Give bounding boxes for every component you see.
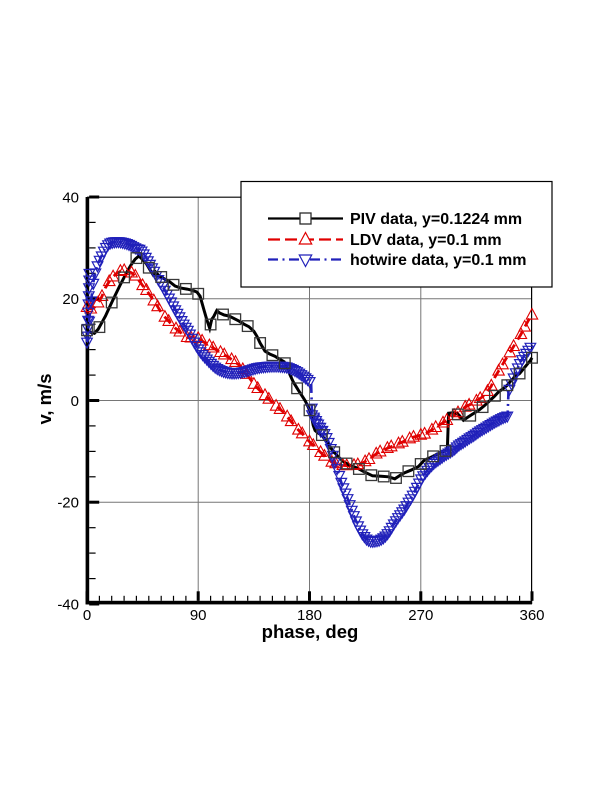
svg-text:v, m/s: v, m/s	[34, 373, 55, 424]
svg-text:40: 40	[62, 189, 79, 206]
svg-text:hotwire data, y=0.1 mm: hotwire data, y=0.1 mm	[350, 252, 527, 269]
svg-text:90: 90	[190, 607, 207, 624]
svg-text:LDV data, y=0.1 mm: LDV data, y=0.1 mm	[350, 232, 502, 249]
svg-text:0: 0	[83, 607, 91, 624]
svg-text:0: 0	[71, 393, 79, 410]
svg-text:270: 270	[408, 607, 433, 624]
svg-text:360: 360	[519, 607, 544, 624]
svg-text:phase, deg: phase, deg	[262, 621, 359, 642]
svg-text:180: 180	[297, 607, 322, 624]
svg-text:20: 20	[62, 291, 79, 308]
svg-text:PIV data, y=0.1224 mm: PIV data, y=0.1224 mm	[350, 211, 522, 228]
svg-text:-40: -40	[57, 596, 79, 613]
svg-text:-20: -20	[57, 495, 79, 512]
